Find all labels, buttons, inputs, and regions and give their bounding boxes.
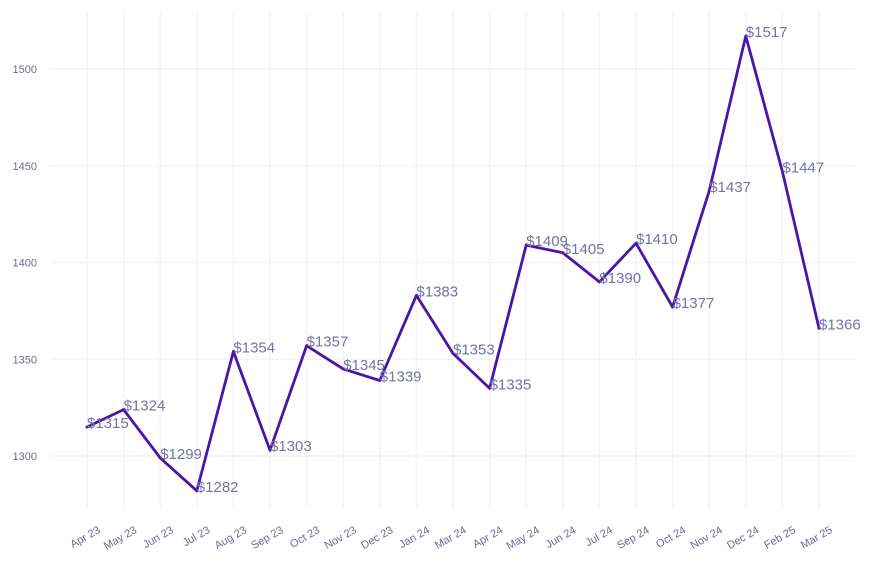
y-tick-label: 1450	[13, 161, 37, 173]
data-label: $1383	[416, 283, 458, 300]
data-label: $1405	[563, 241, 605, 258]
y-tick-label: 1400	[13, 258, 37, 270]
data-point	[195, 489, 199, 493]
series-group	[85, 34, 821, 493]
data-label: $1335	[490, 376, 532, 393]
data-point	[524, 243, 528, 247]
x-tick-label: Jul 23	[181, 524, 212, 549]
grid	[50, 12, 855, 508]
x-tick-label: Mar 25	[799, 524, 835, 552]
data-label: $1345	[343, 357, 385, 374]
data-point	[158, 456, 162, 460]
data-label: $1517	[746, 24, 788, 41]
data-label: $1357	[307, 334, 349, 351]
data-label: $1315	[87, 415, 129, 432]
data-point	[744, 34, 748, 38]
data-point	[561, 251, 565, 255]
data-point	[122, 408, 125, 411]
data-label: $1447	[782, 160, 824, 177]
x-tick-label: Apr 24	[471, 524, 505, 551]
data-point	[781, 170, 784, 173]
data-label: $1366	[819, 316, 861, 333]
data-point	[817, 326, 821, 330]
y-axis: 1300 1350 1400 1450 1500	[13, 64, 37, 463]
data-label: $1282	[197, 479, 239, 496]
x-tick-label: Feb 25	[762, 524, 798, 552]
y-tick-label: 1500	[13, 64, 37, 76]
data-point	[85, 425, 89, 429]
data-label: $1437	[709, 179, 751, 196]
x-axis: Apr 23 May 23 Jun 23 Jul 23 Aug 23 Sep 23 Oct …	[68, 524, 834, 552]
data-point	[634, 241, 638, 245]
data-label: $1299	[160, 446, 202, 463]
data-label: $1354	[233, 340, 275, 357]
data-label: $1339	[380, 369, 422, 386]
y-tick-label: 1350	[13, 354, 37, 366]
data-point	[488, 386, 491, 390]
y-tick-label: 1300	[13, 451, 37, 463]
x-tick-label: Sep 23	[249, 524, 285, 552]
x-tick-label: Mar 24	[433, 524, 469, 552]
x-tick-label: Sep 24	[615, 524, 651, 552]
data-point	[305, 344, 308, 348]
x-tick-label: Nov 23	[323, 524, 359, 552]
x-tick-label: May 24	[504, 524, 541, 552]
data-label: $1390	[599, 270, 641, 287]
x-tick-label: Jul 24	[583, 524, 614, 549]
x-tick-label: Apr 23	[68, 524, 102, 551]
x-tick-label: Nov 24	[689, 524, 725, 552]
x-tick-label: May 23	[102, 524, 139, 552]
x-tick-label: Dec 23	[359, 524, 395, 552]
data-label: $1377	[673, 295, 715, 312]
x-tick-label: Jun 24	[544, 524, 579, 551]
data-point	[341, 367, 345, 371]
x-tick-label: Oct 24	[654, 524, 688, 551]
x-tick-label: Jan 24	[397, 524, 432, 551]
data-label: $1303	[270, 438, 312, 455]
data-point	[451, 352, 455, 355]
x-tick-label: Oct 23	[288, 524, 322, 551]
data-label: $1353	[453, 341, 495, 358]
data-point	[268, 448, 272, 452]
data-point	[378, 379, 382, 382]
data-label: $1324	[124, 398, 166, 415]
x-tick-label: Aug 23	[213, 524, 249, 552]
data-labels: $1315$1324 $1299 $1282 $1354 $1303 $1357 $1345…	[87, 24, 861, 496]
x-tick-label: Jun 23	[141, 524, 176, 551]
data-point	[598, 280, 601, 284]
data-point	[707, 189, 711, 193]
x-tick-label: Dec 24	[725, 524, 761, 552]
data-label: $1409	[526, 233, 568, 250]
data-label: $1410	[636, 231, 678, 248]
data-point	[671, 305, 674, 309]
data-point	[232, 350, 235, 353]
data-point	[415, 293, 418, 297]
